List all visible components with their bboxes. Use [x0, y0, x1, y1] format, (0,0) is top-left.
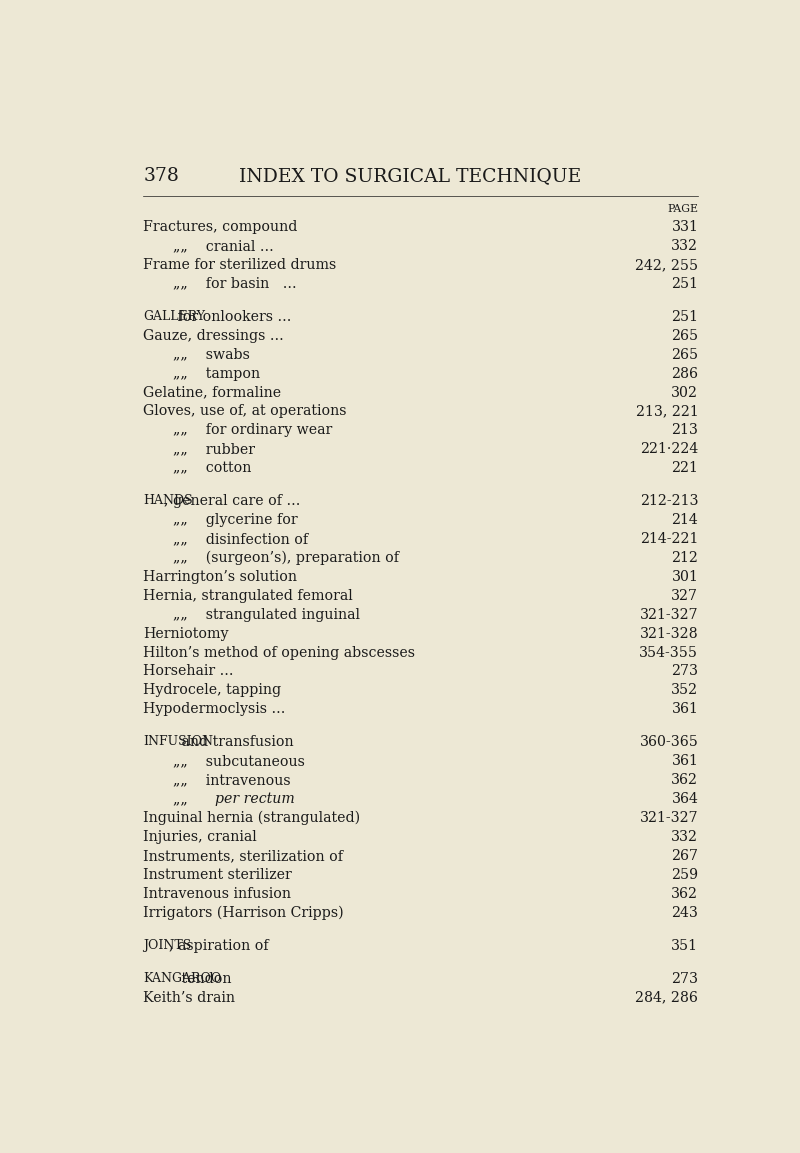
Text: 352: 352 — [671, 684, 698, 698]
Text: 321-327: 321-327 — [640, 608, 698, 621]
Text: 321-328: 321-328 — [640, 626, 698, 641]
Text: tendon: tendon — [177, 972, 232, 986]
Text: PAGE: PAGE — [667, 204, 698, 214]
Text: 213, 221: 213, 221 — [635, 405, 698, 419]
Text: , general care of ...: , general care of ... — [165, 495, 301, 508]
Text: 332: 332 — [671, 830, 698, 844]
Text: 362: 362 — [671, 774, 698, 787]
Text: 284, 286: 284, 286 — [635, 990, 698, 1004]
Text: HANDS: HANDS — [143, 495, 193, 507]
Text: 331: 331 — [671, 220, 698, 234]
Text: Hypodermoclysis ...: Hypodermoclysis ... — [143, 702, 286, 716]
Text: 213: 213 — [671, 423, 698, 437]
Text: 361: 361 — [671, 702, 698, 716]
Text: „„    strangulated inguinal: „„ strangulated inguinal — [173, 608, 360, 621]
Text: and transfusion: and transfusion — [177, 736, 294, 749]
Text: for onlookers ...: for onlookers ... — [173, 310, 291, 324]
Text: „„    tampon: „„ tampon — [173, 367, 260, 380]
Text: 361: 361 — [671, 754, 698, 768]
Text: „„: „„ — [173, 792, 206, 806]
Text: 251: 251 — [671, 310, 698, 324]
Text: „„    subcutaneous: „„ subcutaneous — [173, 754, 305, 768]
Text: 243: 243 — [671, 905, 698, 920]
Text: Hydrocele, tapping: Hydrocele, tapping — [143, 684, 282, 698]
Text: 214: 214 — [671, 513, 698, 527]
Text: 259: 259 — [671, 868, 698, 882]
Text: 212: 212 — [671, 551, 698, 565]
Text: Hernia, strangulated femoral: Hernia, strangulated femoral — [143, 589, 353, 603]
Text: Inguinal hernia (strangulated): Inguinal hernia (strangulated) — [143, 811, 361, 826]
Text: 364: 364 — [671, 792, 698, 806]
Text: 273: 273 — [671, 972, 698, 986]
Text: 351: 351 — [671, 939, 698, 952]
Text: Herniotomy: Herniotomy — [143, 626, 229, 641]
Text: „„    rubber: „„ rubber — [173, 443, 255, 457]
Text: INFUSION: INFUSION — [143, 736, 214, 748]
Text: Injuries, cranial: Injuries, cranial — [143, 830, 257, 844]
Text: Gauze, dressings ...: Gauze, dressings ... — [143, 329, 284, 342]
Text: „„    disinfection of: „„ disinfection of — [173, 532, 308, 547]
Text: 242, 255: 242, 255 — [635, 258, 698, 272]
Text: 214-221: 214-221 — [640, 532, 698, 547]
Text: Fractures, compound: Fractures, compound — [143, 220, 298, 234]
Text: 362: 362 — [671, 887, 698, 900]
Text: 265: 265 — [671, 348, 698, 362]
Text: 221·224: 221·224 — [640, 443, 698, 457]
Text: JOINTS: JOINTS — [143, 939, 192, 951]
Text: per rectum: per rectum — [215, 792, 295, 806]
Text: „„    cotton: „„ cotton — [173, 461, 251, 475]
Text: 302: 302 — [671, 385, 698, 400]
Text: KANGAROO: KANGAROO — [143, 972, 222, 985]
Text: Keith’s drain: Keith’s drain — [143, 990, 235, 1004]
Text: „„    for ordinary wear: „„ for ordinary wear — [173, 423, 333, 437]
Text: 212-213: 212-213 — [640, 495, 698, 508]
Text: „„    glycerine for: „„ glycerine for — [173, 513, 298, 527]
Text: Instrument sterilizer: Instrument sterilizer — [143, 868, 292, 882]
Text: GALLERY: GALLERY — [143, 310, 206, 323]
Text: „„    swabs: „„ swabs — [173, 348, 250, 362]
Text: 267: 267 — [671, 849, 698, 862]
Text: Intravenous infusion: Intravenous infusion — [143, 887, 291, 900]
Text: 321-327: 321-327 — [640, 811, 698, 826]
Text: 265: 265 — [671, 329, 698, 342]
Text: Harrington’s solution: Harrington’s solution — [143, 570, 298, 583]
Text: 221: 221 — [671, 461, 698, 475]
Text: 327: 327 — [671, 589, 698, 603]
Text: , aspiration of: , aspiration of — [169, 939, 268, 952]
Text: Hilton’s method of opening abscesses: Hilton’s method of opening abscesses — [143, 646, 415, 660]
Text: 286: 286 — [671, 367, 698, 380]
Text: „„    (surgeon’s), preparation of: „„ (surgeon’s), preparation of — [173, 551, 399, 565]
Text: 378: 378 — [143, 167, 179, 184]
Text: 360-365: 360-365 — [639, 736, 698, 749]
Text: Irrigators (Harrison Cripps): Irrigators (Harrison Cripps) — [143, 905, 344, 920]
Text: „„    for basin   ...: „„ for basin ... — [173, 277, 297, 291]
Text: „„    cranial ...: „„ cranial ... — [173, 239, 274, 253]
Text: 354-355: 354-355 — [639, 646, 698, 660]
Text: 273: 273 — [671, 664, 698, 678]
Text: Instruments, sterilization of: Instruments, sterilization of — [143, 849, 343, 862]
Text: 251: 251 — [671, 277, 698, 291]
Text: „„    intravenous: „„ intravenous — [173, 774, 290, 787]
Text: 301: 301 — [671, 570, 698, 583]
Text: INDEX TO SURGICAL TECHNIQUE: INDEX TO SURGICAL TECHNIQUE — [239, 167, 581, 184]
Text: Gelatine, formaline: Gelatine, formaline — [143, 385, 282, 400]
Text: Frame for sterilized drums: Frame for sterilized drums — [143, 258, 337, 272]
Text: Horsehair ...: Horsehair ... — [143, 664, 234, 678]
Text: 332: 332 — [671, 239, 698, 253]
Text: Gloves, use of, at operations: Gloves, use of, at operations — [143, 405, 347, 419]
